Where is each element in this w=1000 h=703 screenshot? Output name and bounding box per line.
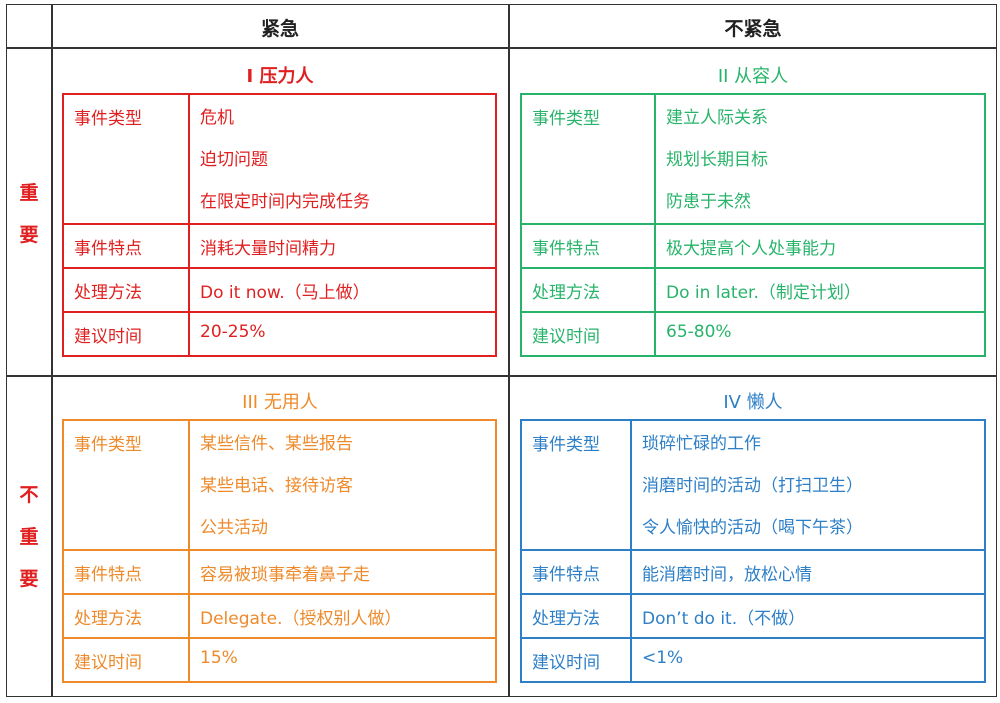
row-label: 建议时间: [62, 311, 190, 357]
quadrant-3-title: III 无用人: [242, 392, 318, 413]
side-char: 要: [19, 568, 39, 590]
value-line: 在限定时间内完成任务: [200, 192, 370, 212]
row-label: 事件类型: [62, 419, 190, 551]
quadrant-2-title: II 从容人: [717, 66, 789, 87]
value-line: 迫切问题: [200, 150, 268, 170]
row-value: Delegate.（授权别人做）: [188, 593, 497, 639]
row-label: 建议时间: [62, 637, 190, 683]
side-char: 重: [19, 526, 39, 548]
row-values: 某些信件、某些报告 某些电话、接待访客 公共活动: [188, 419, 497, 551]
row-value: 65-80%: [654, 311, 986, 357]
row-values: 建立人际关系 规划长期目标 防患于未然: [654, 93, 986, 225]
row-label: 处理方法: [520, 593, 632, 639]
row-label: 事件特点: [62, 549, 190, 595]
value-line: 建立人际关系: [666, 108, 768, 128]
row-value: <1%: [630, 637, 986, 683]
side-not-important: 不 重 要: [6, 474, 52, 600]
row-value: 15%: [188, 637, 497, 683]
grid-line-left: [51, 4, 53, 697]
row-label: 处理方法: [62, 593, 190, 639]
row-label: 事件类型: [520, 419, 632, 551]
value-line: 消磨时间的活动（打扫卫生）: [642, 476, 863, 496]
row-value: 极大提高个人处事能力: [654, 223, 986, 269]
value-line: 琐碎忙碌的工作: [642, 434, 761, 454]
row-value: 能消磨时间，放松心情: [630, 549, 986, 595]
row-values: 危机 迫切问题 在限定时间内完成任务: [188, 93, 497, 225]
quadrant-4-table: 事件类型 琐碎忙碌的工作 消磨时间的活动（打扫卫生） 令人愉快的活动（喝下午茶）…: [520, 419, 986, 683]
row-value: 容易被琐事牵着鼻子走: [188, 549, 497, 595]
row-label: 处理方法: [62, 267, 190, 313]
row-value: Don’t do it.（不做）: [630, 593, 986, 639]
value-line: 令人愉快的活动（喝下午茶）: [642, 518, 863, 538]
quadrant-1-table: 事件类型 危机 迫切问题 在限定时间内完成任务 事件特点 消耗大量时间精力 处理…: [62, 93, 497, 357]
side-char: 要: [19, 224, 39, 246]
value-line: 公共活动: [200, 518, 268, 538]
grid-line-header: [6, 47, 997, 49]
grid-frame: [6, 4, 997, 697]
header-urgent: 紧急: [260, 18, 299, 40]
quadrant-3-table: 事件类型 某些信件、某些报告 某些电话、接待访客 公共活动 事件特点 容易被琐事…: [62, 419, 497, 683]
row-label: 处理方法: [520, 267, 656, 313]
quadrant-1-title: I 压力人: [246, 66, 314, 87]
side-char: 不: [19, 484, 39, 506]
value-line: 某些电话、接待访客: [200, 476, 353, 496]
header-not-urgent: 不紧急: [724, 18, 782, 40]
grid-line-middle-v: [508, 4, 510, 697]
value-line: 防患于未然: [666, 192, 751, 212]
row-label: 事件类型: [520, 93, 656, 225]
row-label: 事件特点: [520, 223, 656, 269]
grid-line-middle-h: [6, 375, 997, 377]
side-important: 重 要: [6, 172, 52, 256]
value-line: 规划长期目标: [666, 150, 768, 170]
row-value: 20-25%: [188, 311, 497, 357]
row-label: 建议时间: [520, 311, 656, 357]
row-label: 事件特点: [520, 549, 632, 595]
row-value: 消耗大量时间精力: [188, 223, 497, 269]
quadrant-2-table: 事件类型 建立人际关系 规划长期目标 防患于未然 事件特点 极大提高个人处事能力…: [520, 93, 986, 357]
row-label: 事件类型: [62, 93, 190, 225]
row-value: Do it now.（马上做）: [188, 267, 497, 313]
side-char: 重: [19, 182, 39, 204]
row-label: 建议时间: [520, 637, 632, 683]
row-value: Do in later.（制定计划）: [654, 267, 986, 313]
value-line: 危机: [200, 108, 234, 128]
row-values: 琐碎忙碌的工作 消磨时间的活动（打扫卫生） 令人愉快的活动（喝下午茶）: [630, 419, 986, 551]
quadrant-4-title: IV 懒人: [723, 392, 783, 413]
value-line: 某些信件、某些报告: [200, 434, 353, 454]
row-label: 事件特点: [62, 223, 190, 269]
